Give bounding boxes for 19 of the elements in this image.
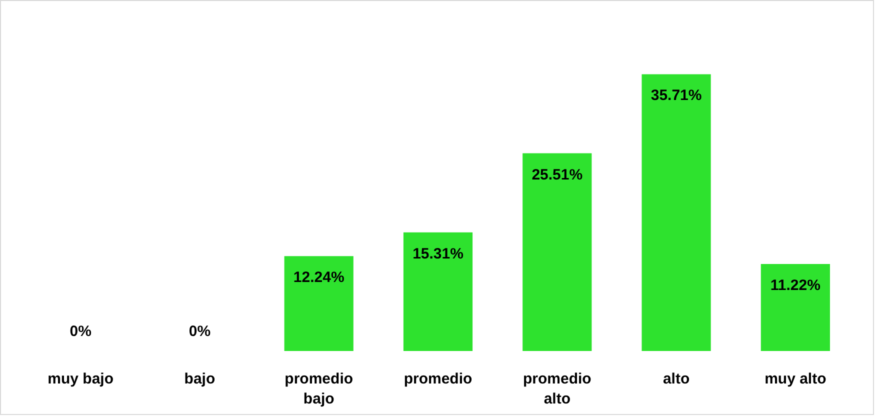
bar [403,232,473,351]
data-label: 11.22% [770,277,820,294]
x-tick-label: muy alto [764,370,826,388]
x-tick-label: promedio [404,370,472,388]
data-label: 12.24% [293,269,344,286]
data-label: 0% [188,323,211,340]
bar [284,256,354,351]
data-label: 0% [70,323,92,340]
bar [522,153,592,351]
x-tick-label: promedio alto [522,370,592,408]
x-tick-label: promedio bajo [284,370,354,408]
data-label: 35.71% [650,87,702,104]
bar [760,264,830,351]
data-label: 15.31% [412,245,464,262]
x-tick-label: muy bajo [48,370,114,388]
bar [642,74,711,351]
x-tick-label: alto [662,370,690,388]
x-tick-label: bajo [184,370,216,388]
data-label: 25.51% [532,166,583,184]
